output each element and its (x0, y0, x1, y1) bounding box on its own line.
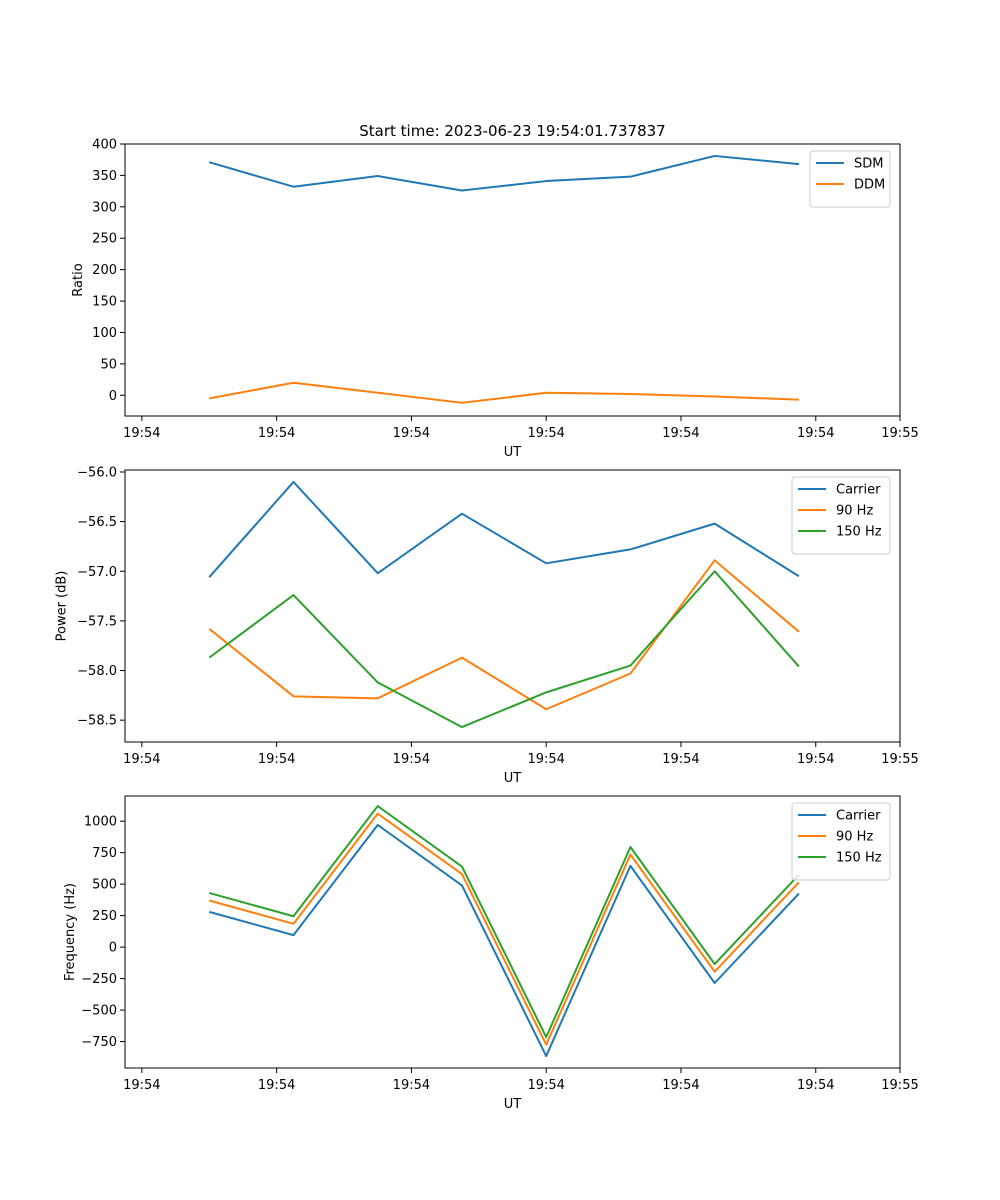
ratio-y-tick-label: 250 (92, 232, 117, 247)
ratio-y-tick-label: 50 (100, 357, 117, 372)
frequency-series-line-0 (208, 823, 800, 1058)
frequency-y-tick-label: −750 (81, 1035, 117, 1050)
frequency-x-tick-label: 19:54 (797, 1078, 834, 1093)
ratio-y-tick-label: 400 (92, 138, 117, 153)
ratio-x-axis-label: UT (504, 445, 522, 460)
ratio-x-tick-label: 19:54 (123, 426, 160, 441)
power-legend-label: Carrier (836, 483, 881, 498)
power-x-tick-label: 19:55 (881, 752, 918, 767)
power-y-tick-label: −56.0 (77, 465, 117, 480)
ratio-axes-frame (124, 143, 901, 417)
frequency-x-tick-label: 19:54 (393, 1078, 430, 1093)
frequency-legend (791, 802, 891, 881)
power-y-tick-label: −58.5 (77, 714, 117, 729)
ratio-x-tick-label: 19:54 (258, 426, 295, 441)
frequency-axes-frame (124, 795, 901, 1069)
frequency-series-line-1 (208, 812, 800, 1046)
frequency-y-tick-label: 500 (92, 878, 117, 893)
frequency-y-tick-label: −250 (81, 972, 117, 987)
ratio-y-tick-label: 150 (92, 295, 117, 310)
power-x-tick-label: 19:54 (393, 752, 430, 767)
power-x-tick-label: 19:54 (258, 752, 295, 767)
figure-title: Start time: 2023-06-23 19:54:01.737837 (359, 122, 665, 140)
power-x-tick-label: 19:54 (797, 752, 834, 767)
power-y-tick-label: −56.5 (77, 515, 117, 530)
power-series-line-1 (208, 559, 800, 711)
frequency-x-tick-label: 19:54 (123, 1078, 160, 1093)
ratio-y-tick-label: 350 (92, 169, 117, 184)
frequency-x-tick-label: 19:54 (527, 1078, 564, 1093)
frequency-x-axis-label: UT (504, 1097, 522, 1112)
frequency-y-tick-label: 1000 (84, 815, 117, 830)
ratio-series-line-1 (209, 381, 799, 404)
frequency-x-tick-label: 19:54 (258, 1078, 295, 1093)
frequency-x-tick-label: 19:55 (881, 1078, 918, 1093)
power-series-line-2 (208, 570, 800, 729)
ratio-x-tick-label: 19:54 (662, 426, 699, 441)
frequency-y-tick-label: 250 (92, 909, 117, 924)
power-legend-label: 90 Hz (836, 504, 873, 519)
ratio-series-line-0 (208, 154, 800, 192)
power-legend (791, 476, 891, 555)
frequency-y-tick-label: −500 (81, 1004, 117, 1019)
power-legend-label: 150 Hz (836, 525, 882, 540)
ratio-legend-label: DDM (854, 178, 885, 193)
ratio-y-axis-label: Ratio (71, 263, 86, 296)
power-y-tick-label: −57.0 (77, 565, 117, 580)
power-x-axis-label: UT (504, 771, 522, 786)
power-y-tick-label: −58.0 (77, 664, 117, 679)
ratio-y-tick-label: 100 (92, 326, 117, 341)
frequency-x-tick-label: 19:54 (662, 1078, 699, 1093)
power-x-tick-label: 19:54 (662, 752, 699, 767)
frequency-series-line-2 (208, 805, 800, 1039)
ratio-x-tick-label: 19:54 (527, 426, 564, 441)
frequency-legend-label: Carrier (836, 809, 881, 824)
ratio-x-tick-label: 19:55 (881, 426, 918, 441)
frequency-y-tick-label: 0 (109, 941, 117, 956)
ratio-legend-label: SDM (854, 157, 883, 172)
ratio-y-tick-label: 300 (92, 200, 117, 215)
ratio-y-tick-label: 0 (109, 389, 117, 404)
panel-frequency: 19:54 19:54 19:54 19:54 19:54 19:54 19:55 1000 7… (63, 795, 919, 1112)
power-x-tick-label: 19:54 (527, 752, 564, 767)
frequency-legend-label: 90 Hz (836, 830, 873, 845)
power-y-axis-label: Power (dB) (55, 571, 70, 642)
power-x-tick-label: 19:54 (123, 752, 160, 767)
power-series-line-0 (208, 480, 800, 578)
ratio-x-tick-label: 19:54 (393, 426, 430, 441)
frequency-y-tick-label: 750 (92, 846, 117, 861)
ratio-legend (809, 150, 891, 208)
power-axes-frame (124, 469, 901, 743)
panel-power: 19:54 19:54 19:54 19:54 19:54 19:54 19:55 −56.0… (55, 465, 919, 786)
panel-ratio: 19:54 19:54 19:54 19:54 19:54 19:54 19:55 0 50 10… (71, 138, 919, 461)
power-y-tick-label: −57.5 (77, 614, 117, 629)
ratio-y-tick-label: 200 (92, 263, 117, 278)
ratio-x-tick-label: 19:54 (797, 426, 834, 441)
frequency-y-axis-label: Frequency (Hz) (63, 883, 78, 981)
frequency-legend-label: 150 Hz (836, 851, 882, 866)
